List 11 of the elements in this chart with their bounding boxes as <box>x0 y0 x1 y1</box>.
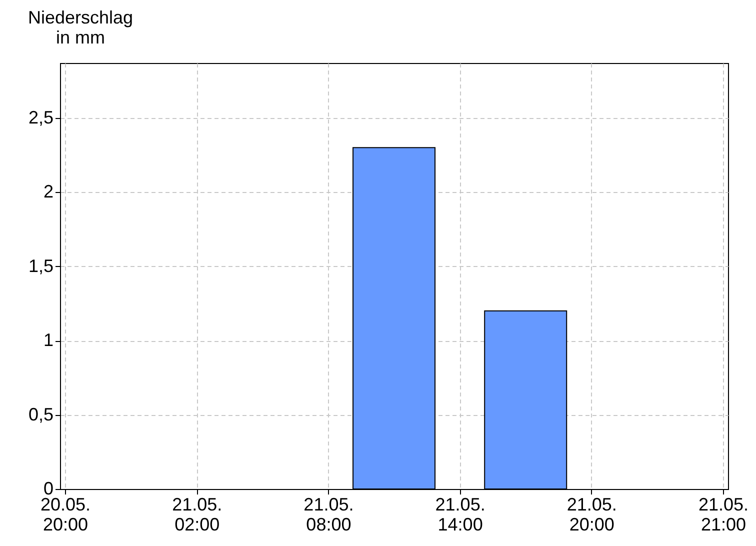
x-tick-label: 21.05. 21:00 <box>698 494 749 534</box>
y-tick-label: 2,5 <box>28 107 54 128</box>
x-tick-label: 21.05. 14:00 <box>435 494 486 534</box>
x-tick-label: 21.05. 20:00 <box>566 494 617 534</box>
x-tick-label: 21.05. 08:00 <box>304 494 354 534</box>
y-tick-label: 0,5 <box>28 404 54 424</box>
y-axis-title: Niederschlag in mm <box>28 8 134 48</box>
y-tick-label: 1,5 <box>28 256 54 276</box>
x-tick-label: 21.05. 02:00 <box>172 494 222 534</box>
y-tick-label: 2 <box>43 182 54 202</box>
y-tick-label: 1 <box>43 330 54 350</box>
